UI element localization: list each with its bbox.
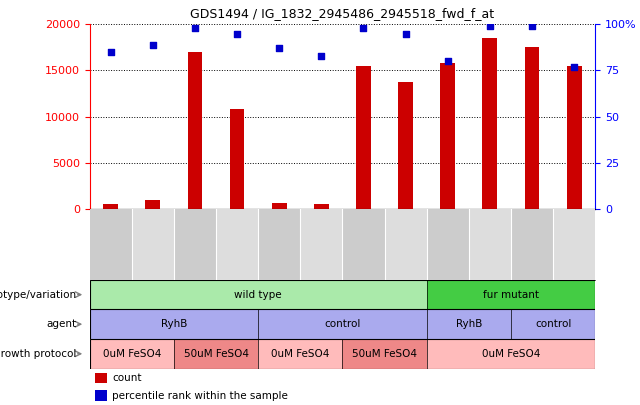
Bar xyxy=(356,66,371,209)
Text: 50uM FeSO4: 50uM FeSO4 xyxy=(352,349,417,359)
Bar xyxy=(342,209,385,280)
Point xyxy=(443,58,453,64)
Bar xyxy=(132,209,174,280)
Point xyxy=(527,23,537,30)
Text: fur mutant: fur mutant xyxy=(483,290,539,300)
Bar xyxy=(342,339,427,369)
Bar xyxy=(511,209,553,280)
Bar xyxy=(440,63,455,209)
Bar xyxy=(398,83,413,209)
Bar xyxy=(90,309,258,339)
Bar xyxy=(95,390,108,401)
Bar xyxy=(90,209,132,280)
Bar xyxy=(145,200,160,209)
Text: genotype/variation: genotype/variation xyxy=(0,290,77,300)
Text: 50uM FeSO4: 50uM FeSO4 xyxy=(184,349,248,359)
Bar xyxy=(427,209,468,280)
Point xyxy=(232,30,242,37)
Point xyxy=(358,25,369,31)
Bar xyxy=(258,339,342,369)
Text: percentile rank within the sample: percentile rank within the sample xyxy=(113,390,288,401)
Text: agent: agent xyxy=(47,319,77,329)
Point xyxy=(401,30,411,37)
Bar xyxy=(553,209,595,280)
Text: 0uM FeSO4: 0uM FeSO4 xyxy=(102,349,161,359)
Bar xyxy=(567,66,582,209)
Bar xyxy=(314,205,329,209)
Point xyxy=(106,49,116,55)
Bar xyxy=(300,209,342,280)
Bar xyxy=(174,339,258,369)
Point xyxy=(190,25,200,31)
Point xyxy=(274,45,284,51)
Text: wild type: wild type xyxy=(234,290,282,300)
Bar xyxy=(511,309,595,339)
Bar xyxy=(272,202,287,209)
Point xyxy=(569,64,579,70)
Bar xyxy=(427,280,595,309)
Text: control: control xyxy=(535,319,572,329)
Text: control: control xyxy=(324,319,360,329)
Bar xyxy=(468,209,511,280)
Bar xyxy=(427,339,595,369)
Bar xyxy=(90,339,174,369)
Bar xyxy=(95,373,108,383)
Bar xyxy=(174,209,216,280)
Point xyxy=(484,23,495,30)
Bar xyxy=(258,209,300,280)
Bar xyxy=(258,309,427,339)
Bar xyxy=(385,209,427,280)
Point xyxy=(148,41,158,48)
Bar xyxy=(230,109,244,209)
Text: RyhB: RyhB xyxy=(161,319,187,329)
Bar xyxy=(188,52,202,209)
Bar xyxy=(216,209,258,280)
Bar xyxy=(525,47,540,209)
Title: GDS1494 / IG_1832_2945486_2945518_fwd_f_at: GDS1494 / IG_1832_2945486_2945518_fwd_f_… xyxy=(190,7,495,20)
Point xyxy=(316,53,326,59)
Bar xyxy=(103,205,118,209)
Bar xyxy=(427,309,511,339)
Bar xyxy=(483,38,497,209)
Text: RyhB: RyhB xyxy=(456,319,482,329)
Text: 0uM FeSO4: 0uM FeSO4 xyxy=(271,349,330,359)
Bar xyxy=(90,280,427,309)
Text: growth protocol: growth protocol xyxy=(0,349,77,359)
Text: 0uM FeSO4: 0uM FeSO4 xyxy=(482,349,540,359)
Text: count: count xyxy=(113,373,142,383)
